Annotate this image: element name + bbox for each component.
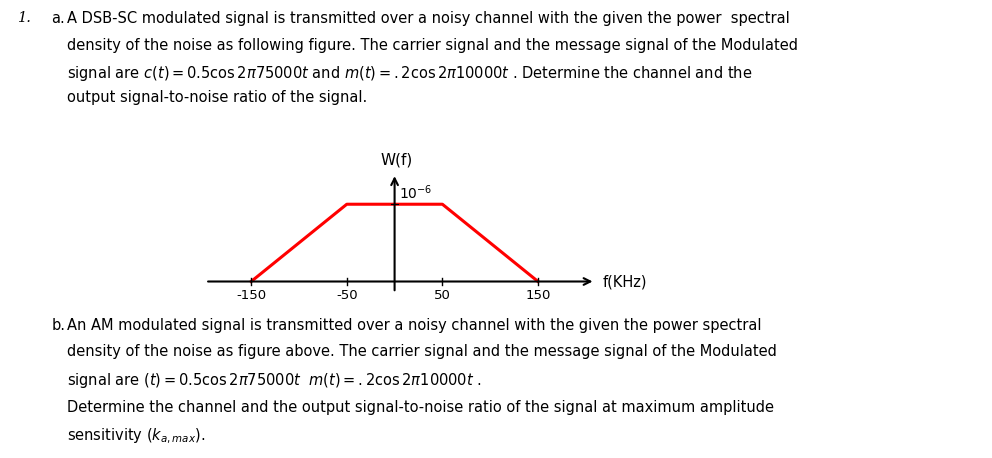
Text: density of the noise as figure above. The carrier signal and the message signal : density of the noise as figure above. Th…: [67, 344, 778, 360]
Text: signal are $c(t) = 0.5\cos 2\pi 75000t$ and $m(t) = .2\cos 2\pi 10000t$ . Determ: signal are $c(t) = 0.5\cos 2\pi 75000t$ …: [67, 64, 753, 82]
Text: 150: 150: [526, 289, 551, 302]
Text: Determine the channel and the output signal-to-noise ratio of the signal at maxi: Determine the channel and the output sig…: [67, 400, 775, 415]
Text: W(f): W(f): [380, 152, 413, 167]
Text: b.: b.: [52, 318, 65, 333]
Text: 50: 50: [434, 289, 450, 302]
Text: A DSB-SC modulated signal is transmitted over a noisy channel with the given the: A DSB-SC modulated signal is transmitted…: [67, 11, 791, 27]
Text: 1.: 1.: [18, 11, 32, 26]
Text: density of the noise as following figure. The carrier signal and the message sig: density of the noise as following figure…: [67, 38, 799, 53]
Text: output signal-to-noise ratio of the signal.: output signal-to-noise ratio of the sign…: [67, 90, 368, 105]
Text: An AM modulated signal is transmitted over a noisy channel with the given the po: An AM modulated signal is transmitted ov…: [67, 318, 762, 333]
Text: signal are $(t) = 0.5\cos2\pi 75000t$  $m(t) = .2\cos 2\pi 10000t$ .: signal are $(t) = 0.5\cos2\pi 75000t$ $m…: [67, 371, 482, 389]
Text: a.: a.: [52, 11, 65, 27]
Text: $10^{-6}$: $10^{-6}$: [400, 183, 433, 202]
Text: sensitivity $(k_{a,max})$.: sensitivity $(k_{a,max})$.: [67, 426, 206, 446]
Text: f(KHz): f(KHz): [603, 274, 648, 289]
Text: -50: -50: [336, 289, 357, 302]
Text: -150: -150: [236, 289, 266, 302]
